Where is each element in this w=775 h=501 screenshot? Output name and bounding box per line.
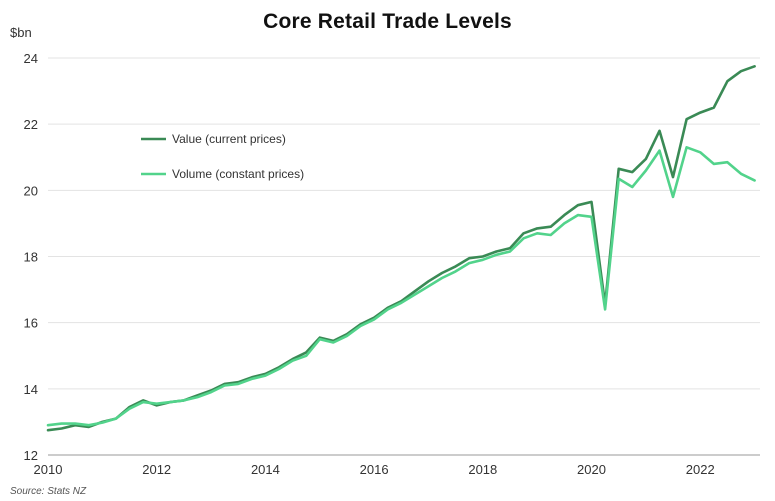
legend-label: Volume (constant prices) (172, 167, 304, 181)
y-tick-label: 24 (24, 51, 38, 66)
y-tick-label: 14 (24, 382, 38, 397)
source-note: Source: Stats NZ (10, 486, 87, 497)
x-tick-label: 2022 (686, 462, 715, 477)
legend: Value (current prices) Volume (constant p… (141, 132, 304, 181)
x-tick-label: 2014 (251, 462, 280, 477)
y-tick-label: 16 (24, 316, 38, 331)
legend-label: Value (current prices) (172, 132, 286, 146)
series-lines (46, 65, 756, 432)
grid-lines (48, 57, 760, 390)
series-line-volume (46, 146, 756, 427)
x-tick-label: 2012 (142, 462, 171, 477)
y-tick-label: 12 (24, 448, 38, 463)
y-axis-unit-label: $bn (10, 25, 32, 40)
y-tick-label: 18 (24, 250, 38, 265)
y-tick-label: 22 (24, 117, 38, 132)
x-tick-label: 2010 (34, 462, 63, 477)
x-axis-ticks: 2010 2012 2014 2016 2018 2020 2022 (34, 462, 715, 477)
x-tick-label: 2018 (468, 462, 497, 477)
y-axis-ticks: 12 14 16 18 20 22 24 (24, 51, 38, 463)
chart-title: Core Retail Trade Levels (263, 10, 512, 33)
x-tick-label: 2016 (360, 462, 389, 477)
y-tick-label: 20 (24, 183, 38, 198)
x-tick-label: 2020 (577, 462, 606, 477)
series-line-value (46, 65, 756, 432)
